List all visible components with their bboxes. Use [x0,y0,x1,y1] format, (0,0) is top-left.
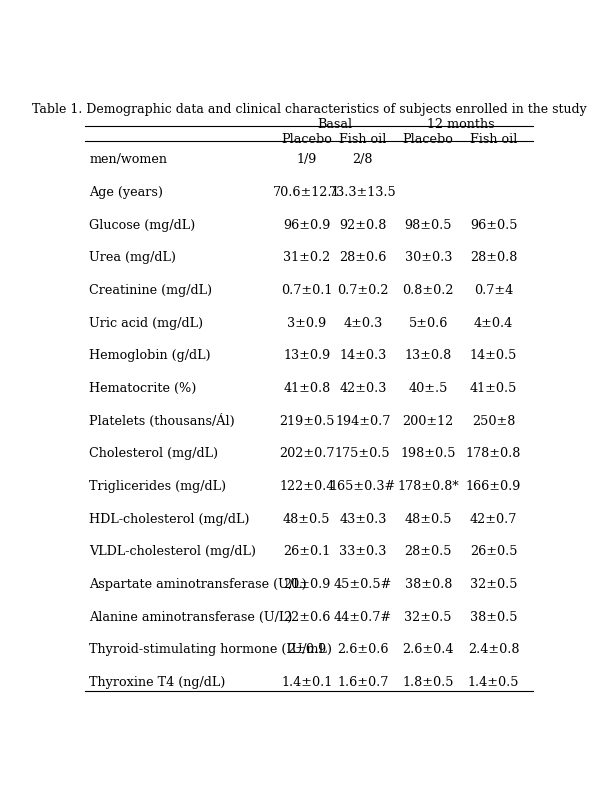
Text: Triglicerides (mg/dL): Triglicerides (mg/dL) [89,480,227,493]
Text: 13±0.8: 13±0.8 [405,350,452,362]
Text: Age (years): Age (years) [89,186,163,199]
Text: Thyroid-stimulating hormone (IU/mL): Thyroid-stimulating hormone (IU/mL) [89,643,332,657]
Text: 26±0.1: 26±0.1 [283,545,330,559]
Text: 0.8±0.2: 0.8±0.2 [402,284,454,297]
Text: VLDL-cholesterol (mg/dL): VLDL-cholesterol (mg/dL) [89,545,256,559]
Text: Platelets (thousans/Ál): Platelets (thousans/Ál) [89,414,235,429]
Text: 0.7±4: 0.7±4 [474,284,513,297]
Text: 48±0.5: 48±0.5 [283,512,330,526]
Text: 219±0.5: 219±0.5 [279,415,335,428]
Text: Hematocrite (%): Hematocrite (%) [89,382,197,395]
Text: 1.6±0.7: 1.6±0.7 [337,676,388,689]
Text: 13±0.9: 13±0.9 [283,350,330,362]
Text: 14±0.5: 14±0.5 [470,350,517,362]
Text: 42±0.7: 42±0.7 [470,512,517,526]
Text: Thyroxine T4 (ng/dL): Thyroxine T4 (ng/dL) [89,676,226,689]
Text: 2/8: 2/8 [353,153,373,166]
Text: Fish oil: Fish oil [339,132,387,145]
Text: 1.4±0.1: 1.4±0.1 [281,676,332,689]
Text: 178±0.8*: 178±0.8* [397,480,459,493]
Text: 96±0.9: 96±0.9 [283,219,330,231]
Text: 4±0.4: 4±0.4 [474,317,513,330]
Text: 175±0.5: 175±0.5 [335,448,391,460]
Text: 194±0.7: 194±0.7 [335,415,391,428]
Text: 198±0.5: 198±0.5 [400,448,456,460]
Text: 3±0.9: 3±0.9 [287,317,326,330]
Text: 38±0.8: 38±0.8 [405,578,452,591]
Text: 2.4±0.8: 2.4±0.8 [468,643,519,657]
Text: Cholesterol (mg/dL): Cholesterol (mg/dL) [89,448,218,460]
Text: 92±0.8: 92±0.8 [339,219,387,231]
Text: Fish oil: Fish oil [470,132,517,145]
Text: 250±8: 250±8 [472,415,516,428]
Text: men/women: men/women [89,153,168,166]
Text: 178±0.8: 178±0.8 [466,448,522,460]
Text: 45±0.5#: 45±0.5# [333,578,392,591]
Text: 41±0.8: 41±0.8 [283,382,330,395]
Text: 32±0.5: 32±0.5 [405,610,452,624]
Text: 30±0.3: 30±0.3 [405,251,452,264]
Text: 0.7±0.1: 0.7±0.1 [281,284,332,297]
Text: 2.6±0.4: 2.6±0.4 [402,643,454,657]
Text: 26±0.5: 26±0.5 [470,545,517,559]
Text: 22±0.6: 22±0.6 [283,610,330,624]
Text: 20±0.9: 20±0.9 [283,578,330,591]
Text: 28±0.8: 28±0.8 [470,251,517,264]
Text: 165±0.3#: 165±0.3# [330,480,396,493]
Text: 70.6±12.1: 70.6±12.1 [273,186,341,199]
Text: 32±0.5: 32±0.5 [470,578,517,591]
Text: Urea (mg/dL): Urea (mg/dL) [89,251,177,264]
Text: 96±0.5: 96±0.5 [470,219,517,231]
Text: 38±0.5: 38±0.5 [470,610,517,624]
Text: 40±.5: 40±.5 [408,382,448,395]
Text: 1.8±0.5: 1.8±0.5 [402,676,454,689]
Text: 14±0.3: 14±0.3 [339,350,387,362]
Text: 5±0.6: 5±0.6 [408,317,448,330]
Text: 98±0.5: 98±0.5 [405,219,452,231]
Text: Uric acid (mg/dL): Uric acid (mg/dL) [89,317,204,330]
Text: 44±0.7#: 44±0.7# [334,610,392,624]
Text: Hemoglobin (g/dL): Hemoglobin (g/dL) [89,350,211,362]
Text: HDL-cholesterol (mg/dL): HDL-cholesterol (mg/dL) [89,512,250,526]
Text: Table 1. Demographic data and clinical characteristics of subjects enrolled in t: Table 1. Demographic data and clinical c… [32,103,586,117]
Text: 166±0.9: 166±0.9 [466,480,522,493]
Text: 200±12: 200±12 [403,415,454,428]
Text: Alanine aminotransferase (U/L): Alanine aminotransferase (U/L) [89,610,293,624]
Text: 2.6±0.6: 2.6±0.6 [337,643,388,657]
Text: 28±0.5: 28±0.5 [405,545,452,559]
Text: 2±0.9: 2±0.9 [287,643,326,657]
Text: Creatinine (mg/dL): Creatinine (mg/dL) [89,284,212,297]
Text: 31±0.2: 31±0.2 [283,251,330,264]
Text: 122±0.4: 122±0.4 [279,480,335,493]
Text: 12 months: 12 months [427,118,494,132]
Text: 28±0.6: 28±0.6 [339,251,387,264]
Text: 48±0.5: 48±0.5 [405,512,452,526]
Text: Placebo: Placebo [403,132,453,145]
Text: Placebo: Placebo [281,132,332,145]
Text: 4±0.3: 4±0.3 [343,317,382,330]
Text: Aspartate aminotransferase (U/L): Aspartate aminotransferase (U/L) [89,578,307,591]
Text: Basal: Basal [317,118,352,132]
Text: 43±0.3: 43±0.3 [339,512,387,526]
Text: Glucose (mg/dL): Glucose (mg/dL) [89,219,195,231]
Text: 202±0.7: 202±0.7 [279,448,335,460]
Text: 41±0.5: 41±0.5 [470,382,517,395]
Text: 73.3±13.5: 73.3±13.5 [329,186,397,199]
Text: 0.7±0.2: 0.7±0.2 [337,284,388,297]
Text: 33±0.3: 33±0.3 [339,545,387,559]
Text: 42±0.3: 42±0.3 [339,382,387,395]
Text: 1.4±0.5: 1.4±0.5 [468,676,519,689]
Text: 1/9: 1/9 [297,153,317,166]
